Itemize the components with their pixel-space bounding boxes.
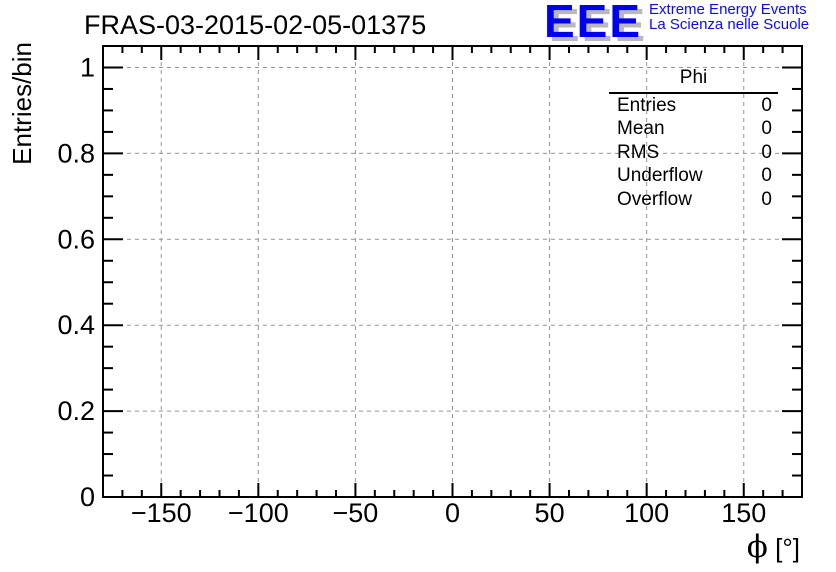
- svg-text:−50: −50: [333, 498, 379, 528]
- stats-value: 0: [761, 94, 772, 116]
- svg-text:0.2: 0.2: [57, 396, 95, 426]
- eee-logo-text: Extreme Energy Events La Scienza nelle S…: [649, 2, 809, 42]
- stats-value: 0: [761, 165, 772, 187]
- stats-value: 0: [761, 141, 772, 163]
- stats-row-underflow: Underflow 0: [609, 165, 778, 189]
- stats-row-rms: RMS 0: [609, 141, 778, 165]
- svg-text:100: 100: [624, 498, 669, 528]
- stats-label: RMS: [617, 141, 660, 163]
- svg-text:1: 1: [80, 52, 95, 82]
- svg-text:ϕ [°]: ϕ [°]: [747, 529, 800, 565]
- svg-text:0.6: 0.6: [57, 224, 95, 254]
- plot-title: FRAS-03-2015-02-05-01375: [84, 10, 427, 40]
- stats-label: Underflow: [617, 165, 703, 187]
- eee-logo-line2: La Scienza nelle Scuole: [649, 16, 810, 33]
- stats-box: Phi Entries 0 Mean 0 RMS 0 Underflow 0 O…: [609, 67, 778, 212]
- stats-row-mean: Mean 0: [609, 118, 778, 142]
- stats-title: Phi: [609, 67, 778, 94]
- svg-text:−100: −100: [228, 498, 289, 528]
- svg-text:0.4: 0.4: [57, 310, 95, 340]
- svg-text:0.8: 0.8: [57, 138, 95, 168]
- svg-text:50: 50: [535, 498, 565, 528]
- stats-row-entries: Entries 0: [609, 94, 778, 118]
- eee-logo-line1: Extreme Energy Events: [649, 1, 807, 18]
- svg-text:Entries/bin: Entries/bin: [7, 42, 37, 165]
- stats-label: Overflow: [617, 188, 692, 210]
- stats-value: 0: [761, 118, 772, 140]
- stats-value: 0: [761, 188, 772, 210]
- stats-label: Entries: [617, 94, 677, 116]
- svg-text:−150: −150: [131, 498, 192, 528]
- eee-logo: EEE Extreme Energy Events La Scienza nel…: [544, 0, 809, 47]
- svg-text:0: 0: [80, 482, 95, 512]
- svg-text:0: 0: [445, 498, 460, 528]
- eee-logo-letters: EEE: [544, 0, 643, 47]
- stats-row-overflow: Overflow 0: [609, 188, 778, 212]
- svg-text:150: 150: [721, 498, 766, 528]
- stats-label: Mean: [617, 118, 665, 140]
